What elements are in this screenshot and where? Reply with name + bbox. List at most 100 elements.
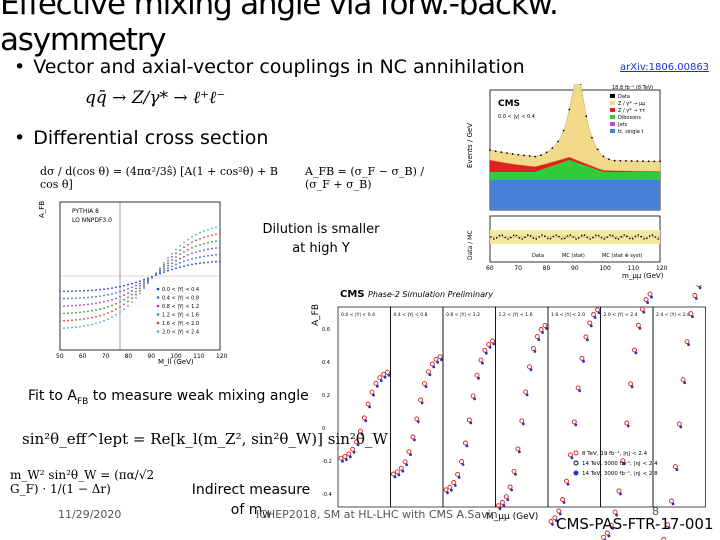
afb-pythia-point (191, 252, 193, 255)
afb-equation: A_FB = (σ_F − σ_B) / (σ_F + σ_B) (305, 165, 425, 191)
afb-projection-panel (600, 306, 654, 508)
afb-projection-8tev-point (530, 346, 536, 351)
ratio-point (544, 235, 546, 237)
afb-pythia-point (107, 299, 109, 302)
afb-projection-8tev-point (571, 419, 577, 425)
stack-data-point (642, 160, 644, 163)
afb-pythia-point (67, 297, 69, 300)
afb-pythia-point (175, 263, 177, 266)
indirect-pre: Indirect measure of m (191, 482, 311, 518)
afb-pythia-point (139, 282, 141, 285)
afb-pythia-point (107, 287, 109, 290)
mw-equation: m_W² sin²θ_W = (πα/√2 G_F) · 1/(1 − Δr) (10, 468, 155, 496)
afb-pythia-point (167, 269, 169, 272)
afb-pythia-point (199, 250, 201, 252)
afb-projection-8tev-point (499, 499, 505, 505)
afb-projection-8tev-point (342, 454, 348, 460)
afb-projection-14tev-point (360, 432, 364, 436)
slide-title: Effective mixing angle via forw.-backw. … (0, 0, 559, 58)
afb-projection-subtitle: Phase-2 Simulation Preliminary (368, 290, 493, 299)
afb-pythia-point (187, 254, 189, 256)
afb-projection-14tev-point (586, 338, 589, 342)
afb-pythia-point (191, 263, 193, 266)
afb-pythia-point (75, 326, 77, 329)
afb-pythia-point (87, 310, 89, 313)
afb-projection-14tev-point (541, 331, 544, 334)
ratio-point (575, 238, 577, 240)
stack-data-point (619, 159, 622, 162)
afb-projection-14tev-point (341, 459, 344, 463)
afb-projection-8tev-point (373, 380, 379, 386)
afb-pythia-point (215, 253, 217, 256)
arxiv-link[interactable]: arXiv:1806.00863 (620, 62, 710, 73)
afb-projection-14tev-point (679, 425, 683, 429)
afb-projection-8tev-point (538, 327, 544, 332)
afb-projection-8tev-point (357, 428, 363, 434)
afb-projection-bin-label: 1.6 < |Y| < 2.0 (551, 312, 585, 318)
afb-pythia-point (79, 290, 81, 292)
afb-pythia-point (187, 238, 189, 241)
afb-projection-14tev-point (492, 342, 496, 346)
ratio-point (606, 236, 608, 238)
afb-pythia-xtick: 120 (216, 353, 228, 360)
afb-projection-8tev-point (350, 446, 356, 452)
afb-pythia-point (171, 262, 173, 264)
afb-projection-8tev-point (385, 369, 390, 375)
ratio-point (583, 234, 586, 236)
stack-data-point (613, 159, 616, 162)
afb-projection-8tev-point (676, 421, 682, 427)
afb-pythia-point (175, 256, 177, 258)
afb-projection-panel (442, 306, 496, 508)
afb-projection-8tev-point (391, 471, 396, 477)
ratio-point (569, 234, 572, 236)
afb-projection-14tev-point (428, 373, 432, 377)
afb-pythia-point (119, 301, 121, 303)
stack-data-point (494, 150, 497, 153)
ratio-point (657, 238, 659, 240)
ratio-point (490, 236, 492, 238)
afb-projection-14tev-point (626, 424, 630, 428)
afb-projection-8tev-point (647, 291, 653, 297)
afb-pythia-point (75, 297, 77, 300)
mass-spectrum-legend-swatch (610, 115, 615, 119)
ratio-point (592, 236, 594, 239)
afb-projection-8tev-point (632, 347, 637, 353)
afb-projection-8tev-point (459, 459, 464, 464)
stack-data-point (523, 154, 525, 157)
afb-projection-8tev-point (612, 509, 618, 515)
afb-projection-14tev-point (469, 421, 473, 425)
ratio-point (646, 237, 648, 240)
afb-projection-14tev-point (597, 311, 601, 315)
afb-pythia-point (119, 285, 121, 288)
afb-projection-14tev-point (379, 379, 383, 383)
afb-pythia-point (143, 285, 145, 288)
afb-projection-14tev-point (558, 512, 562, 516)
afb-projection-8tev-point (595, 307, 600, 313)
afb-projection-8tev-point (437, 354, 443, 360)
afb-pythia-point (179, 249, 181, 251)
afb-projection-8tev-point (474, 372, 480, 378)
afb-projection-panel (547, 306, 601, 508)
afb-pythia-point (179, 244, 181, 247)
afb-pythia-xlabel: M_ll (GeV) (158, 358, 194, 366)
afb-pythia-point (203, 242, 205, 245)
stack-data-point (653, 160, 656, 163)
stack-data-point (602, 155, 605, 158)
afb-pythia-point (63, 305, 65, 307)
afb-pythia-point (175, 267, 177, 270)
footer-date: 11/29/2020 (58, 508, 122, 521)
afb-projection-8tev-point (462, 440, 468, 446)
afb-pythia-legend-marker (156, 330, 160, 333)
afb-projection-8tev-point (583, 334, 589, 340)
afb-pythia-point (99, 308, 101, 311)
afb-pythia-point (59, 305, 61, 308)
afb-pythia-point (143, 284, 145, 286)
afb-pythia-point (59, 320, 61, 322)
afb-pythia-point (95, 302, 97, 305)
afb-pythia-point (203, 249, 205, 251)
afb-pythia-point (123, 294, 125, 296)
afb-projection-14tev-point (529, 368, 533, 372)
afb-projection-14tev-point (525, 393, 529, 397)
afb-pythia-legend-marker (156, 313, 160, 316)
bullet-couplings: Vector and axial-vector couplings in NC … (14, 56, 524, 78)
